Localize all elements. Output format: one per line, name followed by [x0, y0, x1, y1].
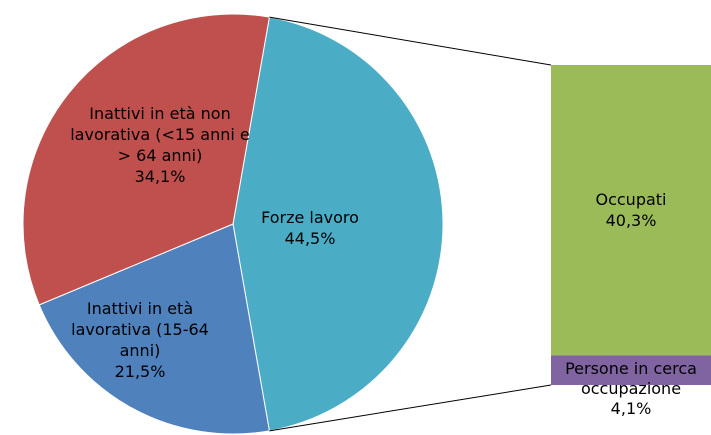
category-label: Forze lavoro — [261, 208, 359, 227]
value-label: 21,5% — [114, 362, 166, 381]
category-label: Persone in cerca occupazione — [565, 359, 697, 399]
value-label: 4,1% — [610, 399, 652, 419]
pie-label: Inattivi in età lavorativa (15-64 anni) 2… — [60, 298, 220, 382]
bar-segment — [551, 355, 711, 385]
connector-line — [269, 16, 552, 66]
category-label: Inattivi in età lavorativa (15-64 anni) — [71, 299, 209, 360]
value-label: 44,5% — [284, 229, 336, 248]
bar-segment — [551, 65, 711, 356]
pie-slice — [38, 223, 270, 435]
category-label: Inattivi in età non lavorativa (<15 anni… — [70, 104, 250, 165]
bar-label: Persone in cerca occupazione 4,1% — [548, 359, 711, 419]
pie-label: Inattivi in età non lavorativa (<15 anni… — [70, 103, 250, 187]
bar-label: Occupati 40,3% — [556, 189, 706, 231]
value-label: 34,1% — [134, 167, 186, 186]
value-label: 40,3% — [605, 211, 657, 231]
pie-slice — [232, 16, 444, 432]
pie-slice — [22, 13, 270, 306]
pie-label: Forze lavoro 44,5% — [235, 207, 385, 249]
connector-line — [269, 384, 552, 432]
category-label: Occupati — [595, 190, 667, 210]
